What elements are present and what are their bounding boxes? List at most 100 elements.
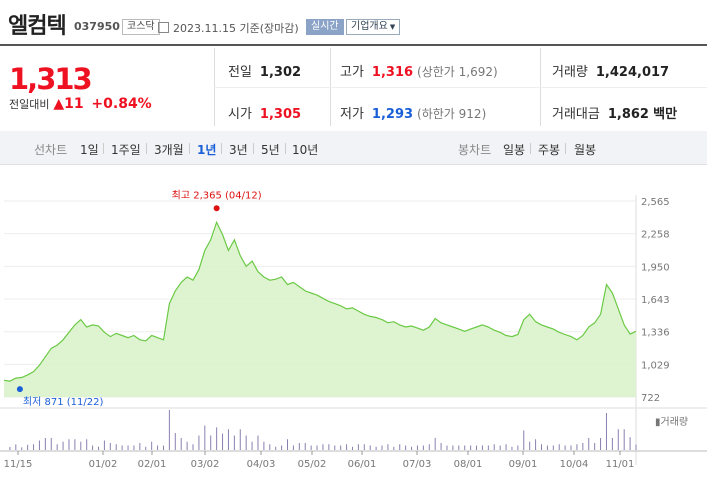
volume-bar (21, 447, 23, 450)
volume-bar (623, 429, 625, 450)
period-1d[interactable]: 1일 (80, 143, 99, 157)
volume-bar (15, 444, 17, 450)
period-1w[interactable]: 1주일 (111, 143, 141, 157)
volume-bar (635, 444, 637, 450)
y-tick-label: 2,565 (641, 197, 670, 208)
volume-bar (174, 433, 176, 450)
period-3y[interactable]: 3년 (229, 143, 248, 157)
volume-bar (121, 445, 123, 450)
volume-bar (322, 444, 324, 450)
volume-bar (245, 435, 247, 450)
calendar-icon (158, 22, 169, 33)
price-area (4, 222, 636, 397)
volume-bar (281, 445, 283, 450)
change-rate: +0.84% (91, 96, 152, 112)
volume-bar (357, 444, 359, 450)
base-date-text: 2023.11.15 기준(장마감) (173, 22, 299, 35)
stock-code: 037950 (74, 20, 120, 33)
volume-bar (499, 445, 501, 450)
x-tick-label: 04/03 (247, 459, 276, 470)
volume-bar (493, 444, 495, 450)
volume-bar (434, 438, 436, 450)
y-tick-label: 1,029 (641, 360, 670, 371)
volume-bar (275, 446, 277, 450)
candle-monthly[interactable]: 월봉 (574, 143, 597, 157)
x-tick-label: 08/01 (454, 459, 483, 470)
volume-bar (340, 445, 342, 450)
volume-bar (351, 446, 353, 450)
volume-bar (393, 446, 395, 450)
volume-bar (375, 446, 377, 450)
realtime-button[interactable]: 실시간 (306, 19, 344, 35)
volume-bar (210, 435, 212, 450)
volume-legend: ▮거래량 (655, 416, 688, 428)
volume-bar (233, 435, 235, 450)
volume-bar (222, 433, 224, 450)
company-overview-dropdown[interactable]: 기업개요 ▼ (346, 19, 401, 35)
volume-bar (594, 443, 596, 450)
period-3m[interactable]: 3개월 (154, 143, 184, 157)
volume-bar (50, 438, 52, 450)
price-change: 전일대비 ▲11 +0.84% (9, 96, 152, 112)
volume-bar (600, 438, 602, 450)
volume-bar (552, 445, 554, 450)
volume-bar (363, 444, 365, 450)
volume-bar (157, 445, 159, 450)
volume-bar (558, 444, 560, 450)
volume-bar (292, 445, 294, 450)
market-badge: 코스닥 (122, 19, 160, 35)
volume-bar (476, 445, 478, 450)
prev-close: 전일 1,302 (228, 65, 302, 80)
volume-bar (611, 438, 613, 450)
volume-bar (115, 444, 117, 450)
volume-bar (33, 444, 35, 450)
volume-bar (62, 441, 64, 450)
volume-bar (68, 439, 70, 450)
volume-bar (186, 441, 188, 450)
volume-bar (145, 446, 147, 450)
x-tick-label: 03/02 (191, 459, 220, 470)
candle-daily[interactable]: 일봉 (503, 143, 526, 157)
volume-bar (80, 441, 82, 450)
x-tick-label: 11/15 (4, 459, 33, 470)
y-tick-label: 2,258 (641, 230, 670, 241)
volume-bar (416, 445, 418, 450)
period-5y[interactable]: 5년 (261, 143, 280, 157)
volume-bar (411, 446, 413, 450)
volume-bar (227, 429, 229, 450)
volume-bar (369, 445, 371, 450)
volume-bar (523, 430, 525, 450)
trade-amount: 거래대금 1,862 백만 (552, 107, 678, 122)
volume-bar (38, 440, 40, 450)
volume-bar (103, 440, 105, 450)
volume-bar (162, 445, 164, 450)
volume-bar (582, 443, 584, 450)
volume-bar (109, 443, 111, 450)
volume-bar (535, 439, 537, 450)
base-date: 2023.11.15 기준(장마감) (158, 20, 299, 36)
price-chart: 2,565 2,258 1,950 1,643 1,336 1,029 722 ▮거래량 1… (0, 165, 707, 496)
y-tick-label: 1,336 (641, 328, 670, 339)
period-10y[interactable]: 10년 (292, 143, 319, 157)
candle-weekly[interactable]: 주봉 (538, 143, 561, 157)
x-tick-label: 11/01 (606, 459, 635, 470)
volume-bar (629, 437, 631, 450)
volume-bar (287, 439, 289, 450)
volume-bar (44, 438, 46, 450)
volume-bar (133, 445, 135, 450)
period-1y[interactable]: 1년 (197, 143, 217, 157)
divider (565, 143, 566, 154)
volume-bar (310, 445, 312, 450)
up-triangle-icon: ▲ (53, 96, 65, 112)
divider (189, 143, 190, 154)
volume-bar (487, 445, 489, 450)
volume-bar (251, 441, 253, 450)
volume-bar (198, 435, 200, 450)
volume-bar (269, 444, 271, 450)
open-price: 시가 1,305 (228, 107, 302, 122)
volume-bar (387, 444, 389, 450)
volume-bar (428, 444, 430, 450)
x-tick-label: 10/04 (560, 459, 589, 470)
volume-bar (464, 445, 466, 450)
volume-bar (564, 445, 566, 450)
